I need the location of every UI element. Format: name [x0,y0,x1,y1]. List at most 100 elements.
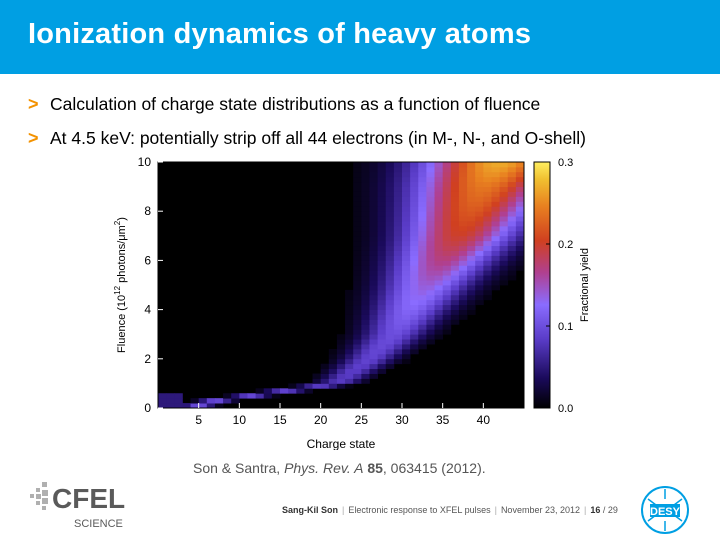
heatmap-cell [361,201,370,207]
heatmap-cell [393,275,403,281]
heatmap-cell [475,270,484,276]
heatmap-cell [507,235,517,242]
heatmap-cell [377,240,387,247]
heatmap-cell [442,216,452,222]
heatmap-cell [393,260,403,266]
heatmap-cell [418,260,427,266]
heatmap-cell [369,221,378,227]
heatmap-cell [361,363,370,370]
heatmap-cell [410,309,419,315]
heatmap-cell [515,265,525,271]
heatmap-cell [467,289,476,296]
heatmap-cell [393,211,403,217]
heatmap-cell [491,260,500,266]
heatmap-cell [410,324,419,330]
heatmap-cell [393,230,403,237]
heatmap-cell [369,240,378,247]
heatmap-cell [353,289,362,296]
heatmap-cell [499,181,509,187]
heatmap-cell [410,329,419,335]
heatmap-cell [353,304,362,310]
heatmap-cell [434,235,444,242]
heatmap-cell [377,191,387,197]
heatmap-cell [353,235,362,242]
heatmap-cell [450,176,460,183]
heatmap-cell [483,221,492,227]
heatmap-cell [499,250,509,256]
heatmap-cell [361,378,370,384]
heatmap-cell [426,339,435,345]
heatmap-cell [345,319,354,325]
heatmap-cell [491,201,500,207]
x-tick-label: 20 [314,413,328,427]
heatmap-cell [385,181,395,187]
heatmap-cell [393,309,403,315]
heatmap-cell [393,225,403,232]
heatmap-cell [434,270,444,276]
heatmap-cell [442,319,452,325]
heatmap-cell [410,344,419,350]
heatmap-cell [345,344,354,350]
heatmap-cell [491,171,500,178]
heatmap-cell [450,260,460,266]
heatmap-cell [377,260,387,266]
heatmap-cell [434,299,444,306]
heatmap-cell [491,245,500,251]
heatmap-cell [402,344,411,350]
heatmap-cell [467,250,476,256]
heatmap-cell [515,250,525,256]
heatmap-cell [288,388,297,394]
heatmap-cell [385,339,395,345]
heatmap-cell [385,196,395,202]
heatmap-cell [507,181,517,187]
heatmap-cell [385,260,395,266]
heatmap-cell [402,171,411,178]
heatmap-cell [361,250,370,256]
heatmap-cell [507,176,517,183]
heatmap-cell [214,403,224,409]
heatmap-cell [458,171,468,178]
heatmap-cell [499,265,509,271]
heatmap-cell [377,176,387,183]
heatmap-cell [434,240,444,247]
heatmap-cell [312,383,322,389]
heatmap-cell [304,388,313,394]
heatmap-cell [369,181,378,187]
heatmap-cell [402,230,411,237]
heatmap-cell [158,403,167,409]
heatmap-cell [450,309,460,315]
heatmap-cell [491,285,500,291]
heatmap-cell [385,329,395,335]
heatmap-cell [499,275,509,281]
heatmap-cell [507,196,517,202]
heatmap-cell [483,216,492,222]
heatmap-cell [402,216,411,222]
heatmap-cell [442,314,452,320]
heatmap-cell [458,216,468,222]
heatmap-cell [475,225,484,232]
heatmap-cell [475,240,484,247]
heatmap-cell [418,201,427,207]
heatmap-cell [402,176,411,183]
heatmap-cell [353,339,362,345]
heatmap-cell [402,285,411,291]
heatmap-cell [345,329,354,335]
heatmap-cell [434,186,444,192]
heatmap-cell [385,299,395,306]
y-tick-label: 2 [144,352,151,366]
heatmap-cell [345,339,354,345]
heatmap-cell [377,319,387,325]
heatmap-cell [450,299,460,306]
heatmap-cell [418,191,427,197]
heatmap-cell [369,289,378,296]
cfel-wordmark: CFEL [52,483,125,514]
heatmap-cell [442,309,452,315]
heatmap-cell [385,245,395,251]
heatmap-cell [336,348,346,355]
heatmap-cell [353,270,362,276]
heatmap-cell [434,181,444,187]
heatmap-cell [467,304,476,310]
heatmap-cell [458,196,468,202]
heatmap-cell [393,176,403,183]
heatmap-cell [426,309,435,315]
